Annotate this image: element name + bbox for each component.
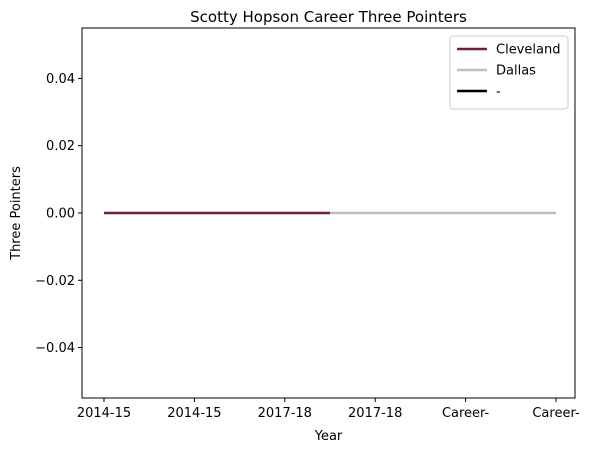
- x-axis-ticks: 2014-15 2014-15 2017-18 2017-18 Career- Caree…: [77, 398, 580, 421]
- y-tick-label: 0.02: [46, 139, 75, 154]
- legend-label: Dallas: [496, 64, 536, 79]
- x-tick-label: 2014-15: [77, 406, 131, 421]
- x-tick-label: 2014-15: [167, 406, 221, 421]
- x-axis-label: Year: [314, 429, 343, 444]
- x-tick-label: Career-: [532, 406, 580, 421]
- y-tick-label: 0.00: [46, 207, 75, 222]
- legend-label: Cleveland: [496, 43, 560, 58]
- legend: Cleveland Dallas -: [449, 35, 569, 110]
- y-tick-label: −0.04: [35, 341, 75, 356]
- y-tick-label: 0.04: [46, 72, 75, 87]
- y-axis-ticks: 0.04 0.02 0.00 −0.02 −0.04: [35, 72, 82, 356]
- legend-label: -: [496, 85, 501, 100]
- chart-title: Scotty Hopson Career Three Pointers: [190, 8, 467, 26]
- y-tick-label: −0.02: [35, 274, 75, 289]
- x-tick-label: Career-: [442, 406, 490, 421]
- y-axis-label: Three Pointers: [9, 166, 24, 261]
- x-tick-label: 2017-18: [258, 406, 312, 421]
- x-tick-label: 2017-18: [348, 406, 402, 421]
